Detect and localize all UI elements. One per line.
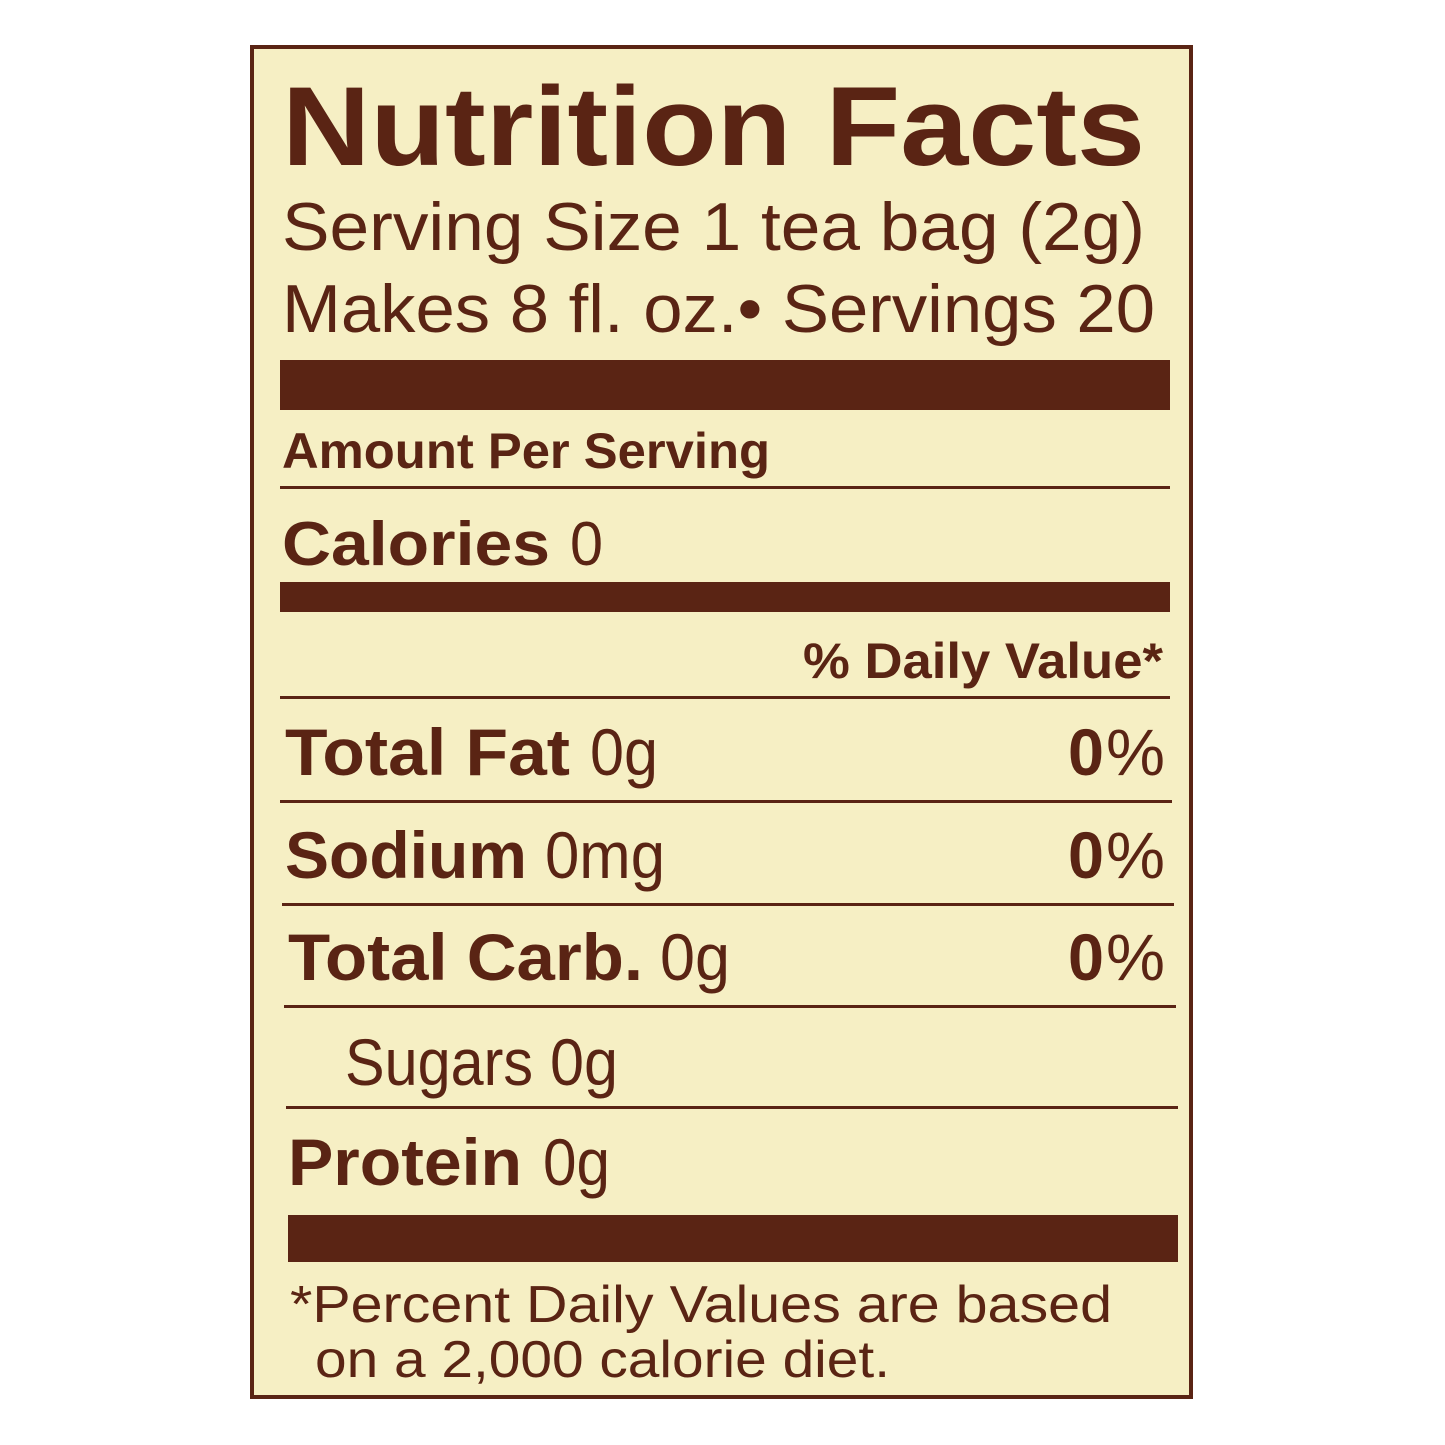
thin-divider (280, 696, 1170, 699)
nutrient-label: Total Carb. (288, 920, 643, 994)
amount-per-serving: Amount Per Serving (282, 423, 770, 479)
nutrient-dv: 0 (1068, 818, 1104, 892)
servings-per-container: Makes 8 fl. oz.• Servings 20 (282, 271, 1155, 347)
nutrient-amount: 0mg (545, 818, 665, 892)
thin-divider (280, 800, 1172, 803)
nutrient-dv: 0 (1068, 920, 1104, 994)
footnote-line-2: on a 2,000 calorie diet. (315, 1331, 890, 1389)
nutrient-amount: 0g (660, 920, 730, 994)
nutrient-amount: 0g (590, 715, 658, 789)
calories-label: Calories (282, 510, 550, 579)
thin-divider (282, 903, 1174, 906)
nutrient-amount: 0g (543, 1125, 610, 1199)
nutrient-label: Total Fat (285, 715, 570, 789)
footnote-line-1: *Percent Daily Values are based (290, 1276, 1112, 1334)
thin-divider (280, 486, 1170, 489)
nutrient-dv-unit: % (1106, 715, 1165, 789)
serving-size: Serving Size 1 tea bag (2g) (282, 189, 1145, 265)
nutrient-dv-unit: % (1106, 920, 1165, 994)
title: Nutrition Facts (282, 64, 1145, 189)
daily-value-header: % Daily Value* (803, 633, 1164, 689)
thick-divider (280, 360, 1170, 410)
thin-divider (284, 1005, 1176, 1008)
nutrient-label: Sugars (345, 1025, 533, 1099)
thin-divider (286, 1106, 1178, 1109)
nutrient-dv: 0 (1068, 715, 1104, 789)
medium-divider (280, 582, 1170, 612)
nutrient-label: Protein (288, 1125, 522, 1199)
thick-divider (288, 1215, 1178, 1262)
nutrient-label: Sodium (285, 818, 527, 892)
nutrient-amount: 0g (550, 1025, 618, 1099)
nutrient-dv-unit: % (1106, 818, 1165, 892)
calories-value: 0 (570, 510, 603, 579)
label-panel (250, 45, 1193, 1399)
